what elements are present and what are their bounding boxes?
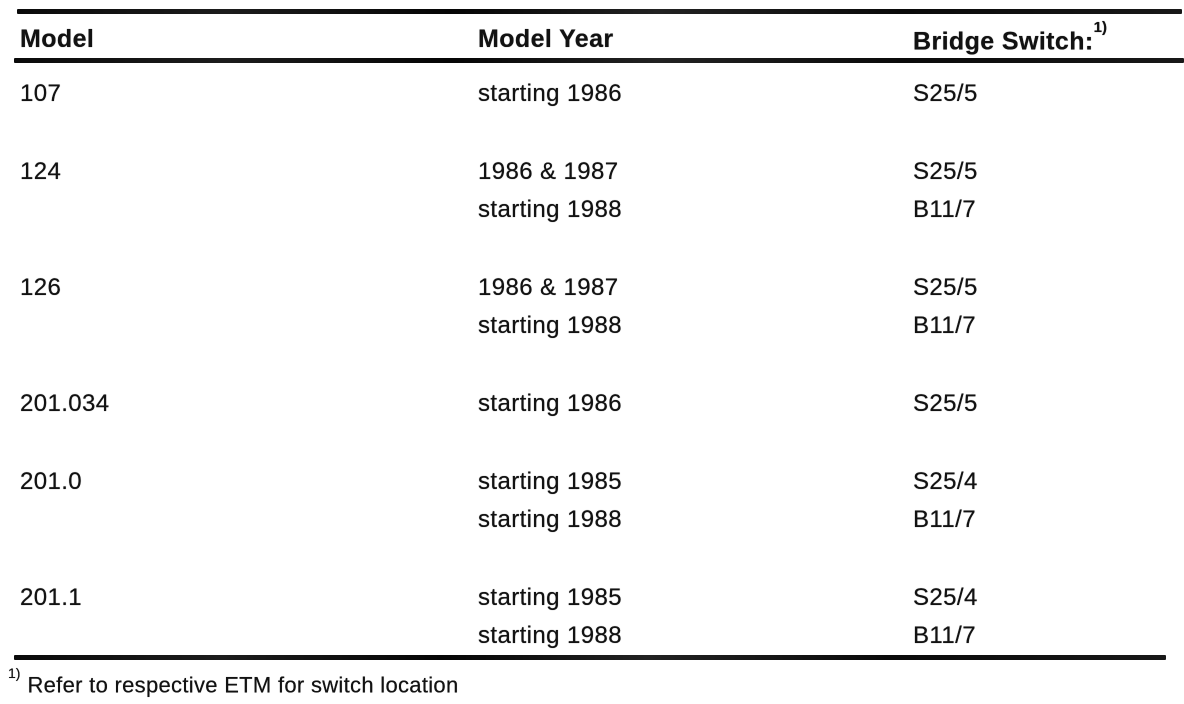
model-cell: 201.0 <box>20 468 83 495</box>
table-row: 201.0 starting 1985 S25/4 <box>0 463 1184 501</box>
model-cell: 201.1 <box>20 584 83 611</box>
empty-cell <box>20 501 478 539</box>
model-year-cell: starting 1988 <box>478 506 622 533</box>
footnote-text: Refer to respective ETM for switch locat… <box>27 672 459 698</box>
table-top-rule <box>17 9 1182 14</box>
table-bottom-rule <box>14 655 1166 660</box>
model-cell: 126 <box>20 274 62 301</box>
column-header-model: Model <box>20 24 95 53</box>
model-group-201-0: 201.0 starting 1985 S25/4 starting 1988 … <box>0 463 1184 539</box>
model-group-201-034: 201.034 starting 1986 S25/5 <box>0 385 1184 423</box>
table-row: 201.1 starting 1985 S25/4 <box>0 579 1184 617</box>
model-cell: 201.034 <box>20 390 110 417</box>
model-year-cell: 1986 & 1987 <box>478 274 619 301</box>
model-group-124: 124 1986 & 1987 S25/5 starting 1988 B11/… <box>0 153 1184 229</box>
model-year-cell: starting 1988 <box>478 312 622 339</box>
bridge-switch-cell: S25/5 <box>913 390 978 417</box>
bridge-switch-cell: S25/4 <box>913 468 978 495</box>
bridge-switch-cell: B11/7 <box>913 506 976 533</box>
bridge-switch-header-label: Bridge Switch: <box>913 27 1094 56</box>
footnote-marker: 1) <box>8 665 21 681</box>
bridge-switch-cell: S25/5 <box>913 274 978 301</box>
column-header-model-year: Model Year <box>478 24 614 53</box>
model-cell: 107 <box>20 80 62 107</box>
model-year-cell: starting 1986 <box>478 80 622 107</box>
empty-cell <box>20 191 478 229</box>
bridge-switch-cell: S25/5 <box>913 80 978 107</box>
footnote: 1) Refer to respective ETM for switch loc… <box>8 665 1184 698</box>
table-header-row: Model Model Year Bridge Switch:1) <box>0 14 1184 58</box>
model-year-cell: starting 1985 <box>478 468 622 495</box>
empty-cell <box>20 307 478 345</box>
table-row: starting 1988 B11/7 <box>0 501 1184 539</box>
bridge-switch-cell: B11/7 <box>913 622 976 649</box>
table-row: 201.034 starting 1986 S25/5 <box>0 385 1184 423</box>
model-group-201-1: 201.1 starting 1985 S25/4 starting 1988 … <box>0 579 1184 655</box>
model-year-cell: 1986 & 1987 <box>478 158 619 185</box>
bridge-switch-cell: S25/5 <box>913 158 978 185</box>
model-year-cell: starting 1986 <box>478 390 622 417</box>
bridge-switch-cell: S25/4 <box>913 584 978 611</box>
table-row: starting 1988 B11/7 <box>0 617 1184 655</box>
empty-cell <box>20 617 478 655</box>
table-body: 107 starting 1986 S25/5 124 1986 & 1987 … <box>0 75 1184 655</box>
model-year-cell: starting 1988 <box>478 622 622 649</box>
model-group-107: 107 starting 1986 S25/5 <box>0 75 1184 113</box>
header-underline-rule <box>14 58 1184 63</box>
table-row: starting 1988 B11/7 <box>0 307 1184 345</box>
model-cell: 124 <box>20 158 62 185</box>
model-group-126: 126 1986 & 1987 S25/5 starting 1988 B11/… <box>0 269 1184 345</box>
table-row: 124 1986 & 1987 S25/5 <box>0 153 1184 191</box>
model-year-cell: starting 1988 <box>478 196 622 223</box>
bridge-switch-cell: B11/7 <box>913 312 976 339</box>
table-row: 107 starting 1986 S25/5 <box>0 75 1184 113</box>
table-row: starting 1988 B11/7 <box>0 191 1184 229</box>
model-year-cell: starting 1985 <box>478 584 622 611</box>
bridge-switch-cell: B11/7 <box>913 196 976 223</box>
column-header-bridge-switch: Bridge Switch:1) <box>913 14 1184 63</box>
header-footnote-marker: 1) <box>1093 19 1107 36</box>
table-row: 126 1986 & 1987 S25/5 <box>0 269 1184 307</box>
